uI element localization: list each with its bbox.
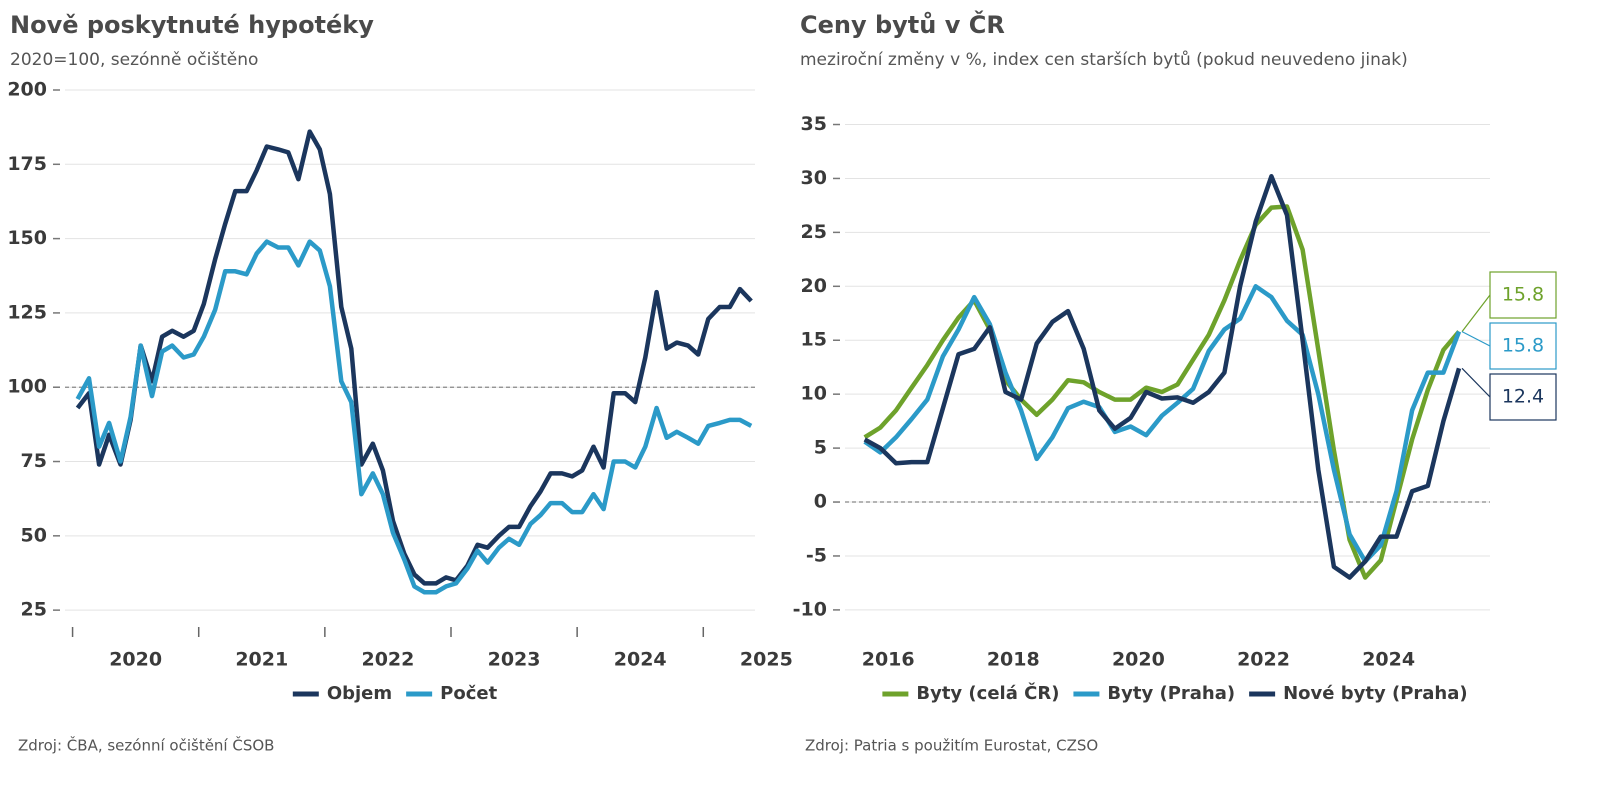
y-tick-label: 200 xyxy=(7,79,47,101)
x-tick-label: 2022 xyxy=(1237,649,1290,671)
y-tick-label: 5 xyxy=(814,437,827,459)
callout-connector xyxy=(1461,367,1491,398)
callout-connector xyxy=(1461,294,1491,332)
y-tick-label: 10 xyxy=(801,383,827,405)
y-tick-label: 50 xyxy=(21,524,47,546)
chart-title: Nově poskytnuté hypotéky xyxy=(10,11,374,39)
legend-label: Nové byty (Praha) xyxy=(1283,683,1468,704)
y-tick-label: 175 xyxy=(7,153,47,175)
callout-box xyxy=(1489,322,1557,370)
x-tick-label: 2021 xyxy=(235,649,288,671)
y-tick-label: 75 xyxy=(21,450,47,472)
source-note: Zdroj: Patria s použitím Eurostat, CZSO xyxy=(805,737,1098,755)
x-tick-label: 2018 xyxy=(987,649,1040,671)
series-line xyxy=(863,284,1462,564)
x-tick-label: 2022 xyxy=(361,649,414,671)
x-tick-label: 2025 xyxy=(740,649,793,671)
x-tick-label: 2024 xyxy=(1362,649,1415,671)
y-tick-label: 30 xyxy=(801,167,827,189)
x-tick-label: 2023 xyxy=(488,649,541,671)
y-tick-label: 35 xyxy=(801,113,827,135)
end-value-label: 15.8 xyxy=(1502,284,1544,306)
chart-subtitle: meziroční změny v %, index cen starších … xyxy=(800,50,1408,70)
callout-box xyxy=(1489,373,1557,421)
y-tick-label: 15 xyxy=(801,329,827,351)
x-tick-label: 2016 xyxy=(862,649,915,671)
callout-box xyxy=(1489,271,1557,319)
y-tick-label: 20 xyxy=(801,275,827,297)
y-tick-label: 0 xyxy=(814,491,827,513)
series-line xyxy=(75,239,753,595)
y-tick-label: 125 xyxy=(7,301,47,323)
series-line xyxy=(75,129,753,586)
x-tick-label: 2024 xyxy=(614,649,667,671)
legend-label: Počet xyxy=(440,683,497,704)
source-note: Zdroj: ČBA, sezónní očištění ČSOB xyxy=(18,736,274,755)
end-value-label: 12.4 xyxy=(1502,386,1544,408)
x-tick-label: 2020 xyxy=(109,649,162,671)
legend-label: Byty (celá ČR) xyxy=(916,682,1059,704)
y-tick-label: 25 xyxy=(21,599,47,621)
chart-subtitle: 2020=100, sezónně očištěno xyxy=(10,50,258,70)
x-tick-label: 2020 xyxy=(1112,649,1165,671)
end-value-label: 15.8 xyxy=(1502,335,1544,357)
y-tick-label: 100 xyxy=(7,376,47,398)
callout-connector xyxy=(1461,331,1491,347)
y-tick-label: -5 xyxy=(806,544,827,566)
legend-label: Byty (Praha) xyxy=(1107,683,1235,704)
series-line xyxy=(863,174,1462,580)
series-line xyxy=(863,204,1461,580)
y-tick-label: 150 xyxy=(7,227,47,249)
y-tick-label: 25 xyxy=(801,221,827,243)
chart-title: Ceny bytů v ČR xyxy=(800,9,1005,39)
y-tick-label: -10 xyxy=(793,598,827,620)
legend-label: Objem xyxy=(327,683,392,704)
